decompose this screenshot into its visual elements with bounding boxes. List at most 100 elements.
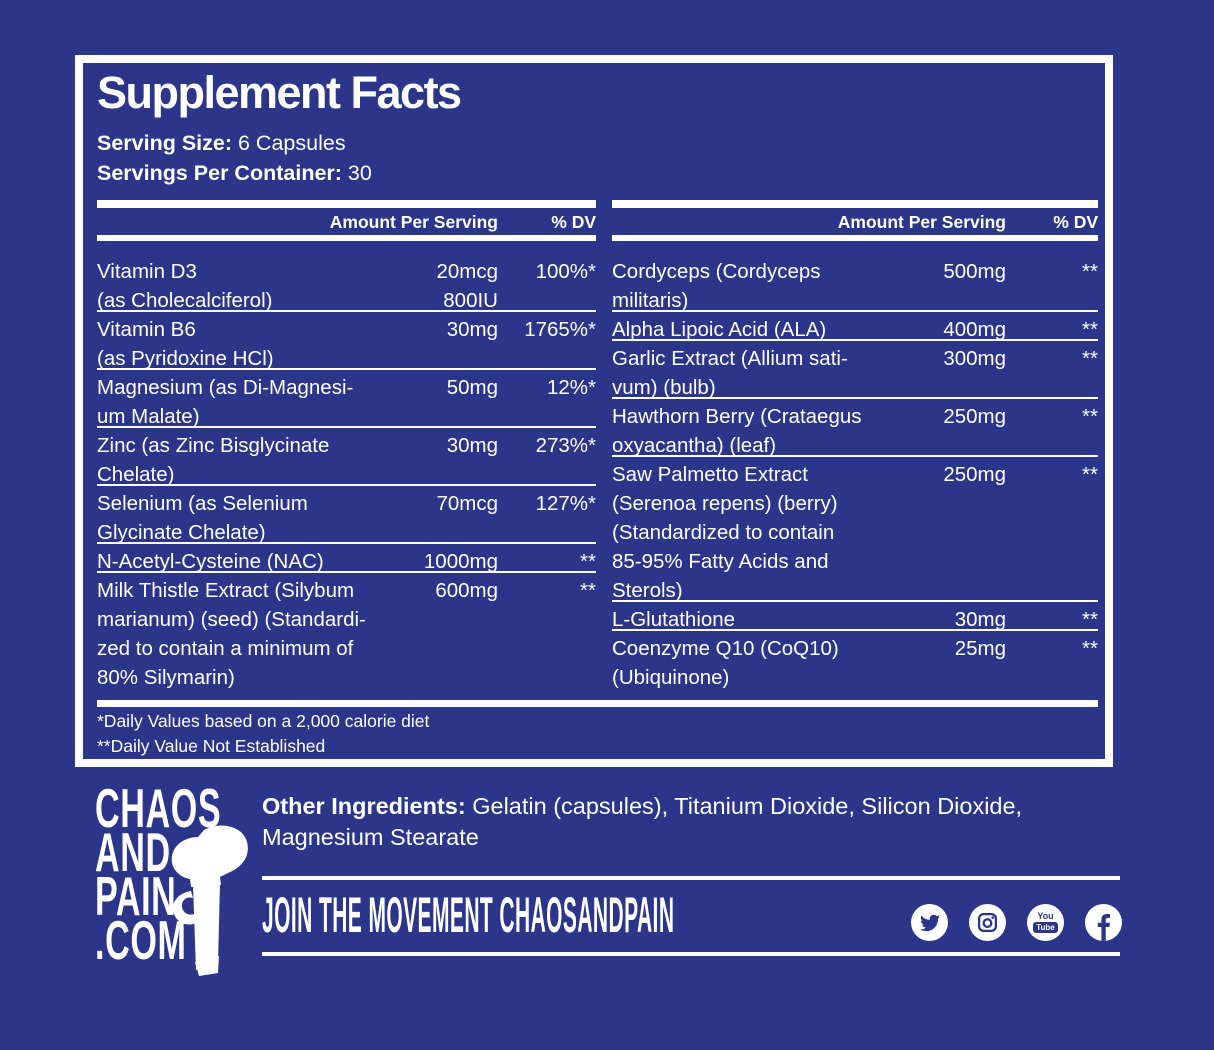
serving-size-value: 6 Capsules <box>238 131 346 155</box>
ingredient-name: Coenzyme Q10 (CoQ10) <box>612 637 839 660</box>
logo-line-com: .COM <box>95 909 187 971</box>
ingredient-dv: 127%* <box>535 492 596 515</box>
ingredient-name: oxyacantha) (leaf) <box>612 434 777 457</box>
ingredient-amount <box>888 663 1006 687</box>
ingredient-name: zed to contain a minimum of <box>97 637 354 660</box>
ingredient-amount: 500mg <box>943 260 1006 283</box>
percent-dv-header: % DV <box>1053 212 1098 232</box>
daily-values-footnote: *Daily Values based on a 2,000 calorie d… <box>97 711 430 731</box>
ingredient-name: um Malate) <box>97 405 200 428</box>
ingredient-amount: 1000mg <box>423 550 498 573</box>
ingredient-amount: 800IU <box>443 289 498 312</box>
ingredient-name: Glycinate Chelate) <box>97 521 266 544</box>
ingredient-rows-right: Cordyceps (Cordyceps 500mg ** militaris) Alp… <box>612 241 1098 689</box>
other-ingredients-value: Gelatin (capsules), Titanium Dioxide, Si… <box>262 793 1023 850</box>
ingredient-dv <box>1006 547 1098 576</box>
ingredient-amount <box>378 663 498 687</box>
ingredient-amount <box>378 634 498 663</box>
logo-line-chaos: CHAOS <box>95 777 222 839</box>
ingredient-amount <box>888 373 1006 397</box>
ingredient-row: Alpha Lipoic Acid (ALA) 400mg ** <box>612 312 1098 341</box>
ingredient-amount <box>888 431 1006 455</box>
ingredient-name: vum) (bulb) <box>612 376 716 399</box>
chaos-and-pain-logo: CHAOS AND PAIN .COM <box>95 777 299 971</box>
ingredient-row: L-Glutathione 30mg ** <box>612 602 1098 631</box>
ingredient-dv: 1765%* <box>524 318 596 341</box>
ingredient-dv: 100%* <box>535 260 596 283</box>
facts-column-right: Amount Per Serving % DV Cordyceps (Cordy… <box>612 200 1098 689</box>
ingredient-amount: 20mcg <box>436 260 498 283</box>
ingredient-dv <box>498 634 596 663</box>
amount-per-serving-header: Amount Per Serving <box>837 212 1006 232</box>
ingredient-amount <box>888 518 1006 547</box>
other-ingredients-label: Other Ingredients: <box>262 793 466 819</box>
ingredient-dv: ** <box>580 579 596 602</box>
ingredient-amount <box>888 489 1006 518</box>
ingredient-row: Cordyceps (Cordyceps 500mg ** militaris) <box>612 254 1098 312</box>
other-ingredients: Other Ingredients: Gelatin (capsules), T… <box>262 791 1086 853</box>
ingredient-amount: 30mg <box>954 608 1006 631</box>
servings-per-container-line: Servings Per Container: 30 <box>97 161 372 186</box>
amount-per-serving-header: Amount Per Serving <box>329 212 498 232</box>
ingredient-dv <box>1006 286 1098 310</box>
ingredient-name: Magnesium (as Di-Magnesi- <box>97 376 354 399</box>
ingredient-dv: ** <box>1082 608 1098 631</box>
ingredient-amount <box>888 547 1006 576</box>
ingredient-dv: ** <box>1082 260 1098 283</box>
twitter-icon[interactable] <box>911 904 948 941</box>
serving-size-line: Serving Size: 6 Capsules <box>97 131 346 156</box>
servings-per-container-value: 30 <box>347 161 372 185</box>
ingredient-amount <box>888 286 1006 310</box>
ingredient-dv <box>1006 431 1098 455</box>
ingredient-dv: ** <box>580 550 596 573</box>
ingredient-row: Zinc (as Zinc Bisglycinate 30mg 273%* Chela… <box>97 428 596 486</box>
ingredient-amount <box>378 605 498 634</box>
ingredient-dv <box>1006 518 1098 547</box>
ingredient-amount: 25mg <box>954 637 1006 660</box>
ingredient-dv: ** <box>1082 405 1098 428</box>
serving-size-label: Serving Size: <box>97 131 233 155</box>
ingredient-dv <box>498 518 596 542</box>
ingredient-dv <box>1006 373 1098 397</box>
ingredient-dv <box>1006 489 1098 518</box>
logo-line-and: AND <box>95 821 171 883</box>
ingredient-amount <box>378 518 498 542</box>
ingredient-name: (Standardized to contain <box>612 521 835 544</box>
ingredient-name: 80% Silymarin) <box>97 666 235 689</box>
facebook-icon[interactable] <box>1085 904 1122 941</box>
ingredient-name: (as Cholecalciferol) <box>97 289 273 312</box>
panel-title: Supplement Facts <box>97 67 462 118</box>
ingredient-amount: 300mg <box>943 347 1006 370</box>
ingredient-amount: 30mg <box>446 318 498 341</box>
ingredient-name: marianum) (seed) (Standardi- <box>97 608 366 631</box>
ingredient-dv <box>498 402 596 426</box>
ingredient-amount <box>888 576 1006 600</box>
footer-divider-top <box>262 876 1120 880</box>
ingredient-row: Magnesium (as Di-Magnesi- 50mg 12%* um Mala… <box>97 370 596 428</box>
dv-not-established-footnote: **Daily Value Not Established <box>97 736 326 756</box>
ingredient-row: Saw Palmetto Extract 250mg ** (Serenoa repe… <box>612 457 1098 602</box>
ingredient-dv <box>1006 576 1098 600</box>
ingredient-rows-left: Vitamin D3 20mcg 100%* (as Cholecalciferol)… <box>97 241 596 689</box>
ingredient-name: N-Acetyl-Cysteine (NAC) <box>97 550 324 573</box>
ingredient-row: Selenium (as Selenium 70mcg 127%* Glycinate… <box>97 486 596 544</box>
youtube-icon[interactable]: You Tube <box>1027 904 1064 941</box>
ingredient-dv <box>498 286 596 310</box>
logo-line-pain: PAIN <box>95 865 177 927</box>
ingredient-name: Vitamin D3 <box>97 260 197 283</box>
ingredient-name: Milk Thistle Extract (Silybum <box>97 579 355 602</box>
social-icons: You Tube <box>911 904 1122 941</box>
ingredient-name: Selenium (as Selenium <box>97 492 308 515</box>
header-rule <box>97 235 596 241</box>
ingredient-name: Zinc (as Zinc Bisglycinate <box>97 434 330 457</box>
ingredient-dv <box>498 605 596 634</box>
column-top-bar <box>612 200 1098 208</box>
instagram-icon[interactable] <box>969 904 1006 941</box>
ingredient-name: L-Glutathione <box>612 608 736 631</box>
ingredient-amount <box>378 460 498 484</box>
ingredient-row: Coenzyme Q10 (CoQ10) 25mg ** (Ubiquinone) <box>612 631 1098 689</box>
ingredient-row: Vitamin D3 20mcg 100%* (as Cholecalciferol)… <box>97 254 596 312</box>
ingredient-dv <box>498 460 596 484</box>
header-rule <box>612 235 1098 241</box>
ingredient-row: Vitamin B6 30mg 1765%* (as Pyridoxine HCl) <box>97 312 596 370</box>
